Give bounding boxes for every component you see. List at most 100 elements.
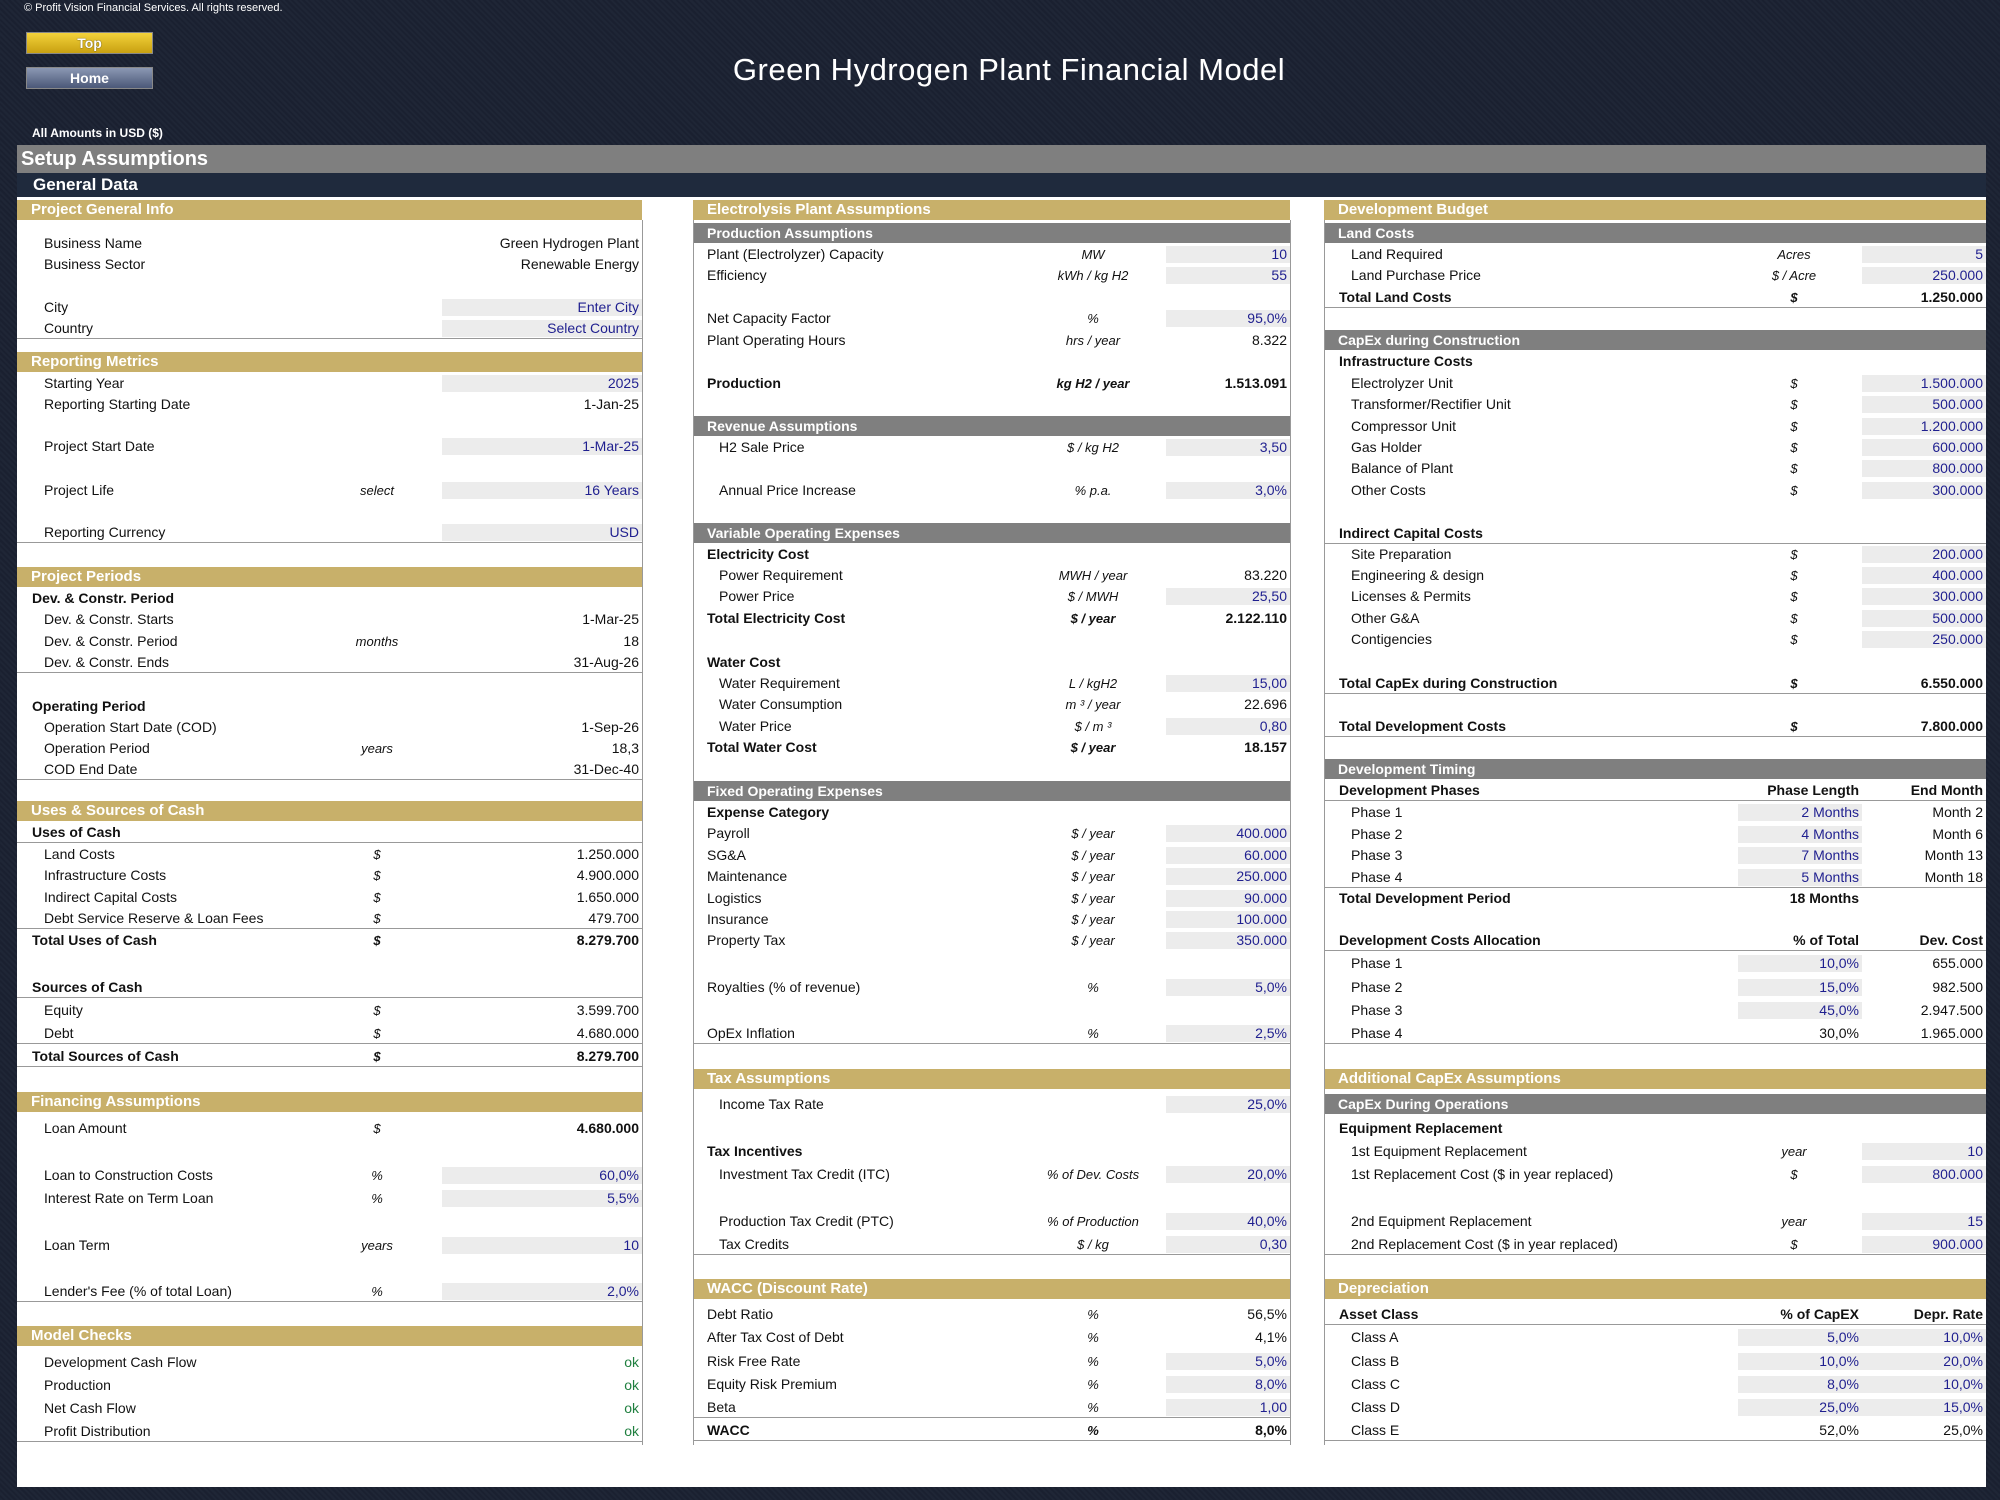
row-value[interactable]: 20,0% [1166,1166,1290,1183]
general-info-value[interactable]: Enter City [442,299,642,316]
row-value[interactable]: 8,0% [1166,1376,1290,1393]
row-value-2[interactable]: 15,0% [1862,1399,1986,1416]
data-row: Class D 25,0% 15,0% [1324,1397,1986,1418]
data-row: Business Name Green Hydrogen Plant [17,233,642,254]
row-value[interactable]: 25,50 [1166,588,1290,605]
general-info-value[interactable]: Select Country [442,320,642,337]
row-value[interactable]: 45,0% [1738,1002,1862,1019]
financing-value[interactable]: 60,0% [442,1167,642,1184]
row-value[interactable]: 200.000 [1862,546,1986,563]
row-value[interactable]: 10 [1862,1143,1986,1160]
row-value[interactable]: 15,0% [1738,979,1862,996]
row-value-2[interactable]: 10,0% [1862,1329,1986,1346]
row-value[interactable]: 10 [1166,246,1290,263]
row-value[interactable]: 300.000 [1862,482,1986,499]
sub-production-assumptions: Production Assumptions [693,223,1290,243]
row-unit: $ / year [1071,848,1115,863]
row-value[interactable]: 500.000 [1862,610,1986,627]
row-value[interactable]: 90.000 [1166,890,1290,907]
section-uses-sources: Uses & Sources of Cash [17,801,642,821]
data-row: Development Phases Phase Length End Month [1324,780,1986,801]
data-row: Other G&A $500.000 [1324,608,1986,629]
row-value[interactable]: 5,0% [1166,1353,1290,1370]
row-value[interactable]: 1.500.000 [1862,375,1986,392]
row-unit: $ [1790,611,1798,626]
row-value[interactable]: 0,80 [1166,718,1290,735]
row-value-2[interactable]: 10,0% [1862,1376,1986,1393]
row-value: 8.279.700 [576,932,639,948]
row-value[interactable]: 100.000 [1166,911,1290,928]
row-value[interactable]: 2025 [442,375,642,392]
data-row: Investment Tax Credit (ITC) % of Dev. Cos… [693,1164,1290,1185]
data-row: Phase 4 30,0% 1.965.000 [1324,1023,1986,1044]
financing-value[interactable]: 5,5% [442,1190,642,1207]
row-value-2[interactable]: 20,0% [1862,1353,1986,1370]
row-value: 4,1% [1255,1329,1287,1345]
row-label: Class C [1351,1376,1401,1392]
row-value[interactable]: 900.000 [1862,1236,1986,1253]
row-value[interactable]: 95,0% [1166,310,1290,327]
row-label: Sources of Cash [32,979,143,995]
row-value[interactable]: 400.000 [1862,567,1986,584]
row-value[interactable]: 3,50 [1166,439,1290,456]
row-value: 1-Mar-25 [582,611,639,627]
row-value[interactable]: USD [442,524,642,541]
row-value[interactable]: 60.000 [1166,847,1290,864]
row-value[interactable]: 40,0% [1166,1213,1290,1230]
row-value[interactable]: 500.000 [1862,396,1986,413]
row-label: Total Development Costs [1339,718,1506,734]
row-value[interactable]: 25,0% [1738,1399,1862,1416]
row-label: Phase 1 [1351,955,1403,971]
row-value[interactable]: 15 [1862,1213,1986,1230]
row-value[interactable]: 55 [1166,267,1290,284]
row-value[interactable]: 1,00 [1166,1399,1290,1416]
row-value[interactable]: 7 Months [1738,847,1862,864]
home-button[interactable]: Home [26,67,153,89]
row-value[interactable]: 400.000 [1166,825,1290,842]
row-value: 4.680.000 [576,1025,639,1041]
row-value[interactable]: 16 Years [442,482,642,499]
row-value[interactable]: 3,0% [1166,482,1290,499]
row-value[interactable]: 600.000 [1862,439,1986,456]
row-value[interactable]: 25,0% [1166,1096,1290,1113]
row-value[interactable]: 5 [1862,246,1986,263]
row-value[interactable]: 250.000 [1862,267,1986,284]
row-label: Equity Risk Premium [707,1376,837,1392]
row-label: Phase 3 [1351,1002,1403,1018]
row-value[interactable]: 1.200.000 [1862,418,1986,435]
financing-value[interactable]: 10 [442,1237,642,1254]
top-button[interactable]: Top [26,32,153,54]
row-value[interactable]: 5,0% [1738,1329,1862,1346]
row-value[interactable]: 4 Months [1738,825,1862,843]
row-value[interactable]: 800.000 [1862,1166,1986,1183]
row-value[interactable]: 5 Months [1738,868,1862,886]
row-value[interactable]: 15,00 [1166,675,1290,692]
row-value[interactable]: 10,0% [1738,955,1862,972]
row-value[interactable]: 250.000 [1862,631,1986,648]
row-value[interactable]: 0,30 [1166,1236,1290,1253]
row-value[interactable]: 1-Mar-25 [442,438,642,455]
row-label: Development Costs Allocation [1339,932,1541,948]
row-value[interactable]: 800.000 [1862,460,1986,477]
general-info-value: Renewable Energy [520,256,639,272]
row-value: 83.220 [1244,567,1287,583]
row-value[interactable]: 250.000 [1166,868,1290,885]
data-row: Indirect Capital Costs $1.650.000 [17,887,642,908]
data-row: Equity Risk Premium% 8,0% [693,1374,1290,1395]
row-value[interactable]: 2,5% [1166,1025,1290,1042]
row-value[interactable]: 350.000 [1166,932,1290,949]
data-row: Operation Period years 18,3 [17,738,642,759]
row-label: Country [44,320,94,336]
financing-value: 4.680.000 [576,1120,639,1136]
row-unit: $ / Acre [1771,268,1817,283]
data-row: Property Tax $ / year 350.000 [693,930,1290,951]
financing-value[interactable]: 2,0% [442,1283,642,1300]
row-value[interactable]: 300.000 [1862,588,1986,605]
data-row: Site Preparation $200.000 [1324,544,1986,565]
row-value[interactable]: 10,0% [1738,1353,1862,1370]
row-unit: $ [1790,376,1798,391]
row-value[interactable]: 2 Months [1738,804,1862,821]
row-value[interactable]: 8,0% [1738,1376,1862,1393]
row-value[interactable]: 5,0% [1166,979,1290,996]
data-row: Reporting Currency USD [17,522,642,543]
